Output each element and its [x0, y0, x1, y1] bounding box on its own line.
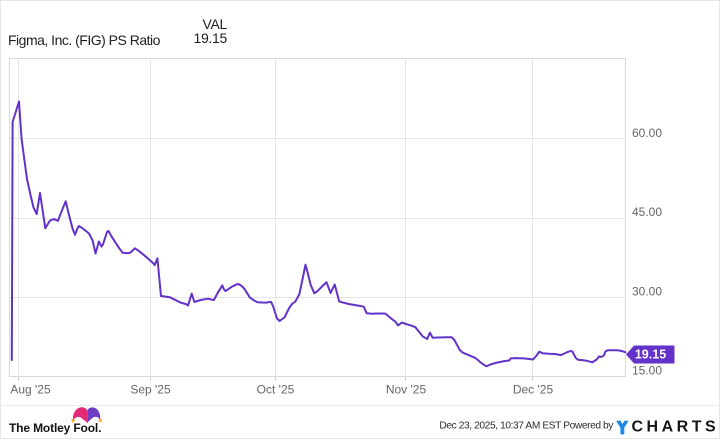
svg-text:Aug '25: Aug '25: [10, 383, 51, 397]
svg-text:30.00: 30.00: [632, 285, 662, 299]
svg-text:60.00: 60.00: [632, 126, 662, 140]
svg-text:15.00: 15.00: [632, 364, 662, 378]
svg-text:Oct '25: Oct '25: [257, 383, 295, 397]
svg-text:19.15: 19.15: [635, 348, 666, 362]
svg-text:Sep '25: Sep '25: [130, 383, 171, 397]
svg-text:Nov '25: Nov '25: [386, 383, 427, 397]
svg-text:Dec 23, 2025, 10:37 AM EST Pow: Dec 23, 2025, 10:37 AM EST Powered by: [439, 421, 614, 432]
svg-text:CHARTS: CHARTS: [632, 419, 720, 436]
svg-text:Dec '25: Dec '25: [513, 383, 554, 397]
svg-text:45.00: 45.00: [632, 205, 662, 219]
svg-text:The Motley Fool.: The Motley Fool.: [9, 421, 101, 435]
